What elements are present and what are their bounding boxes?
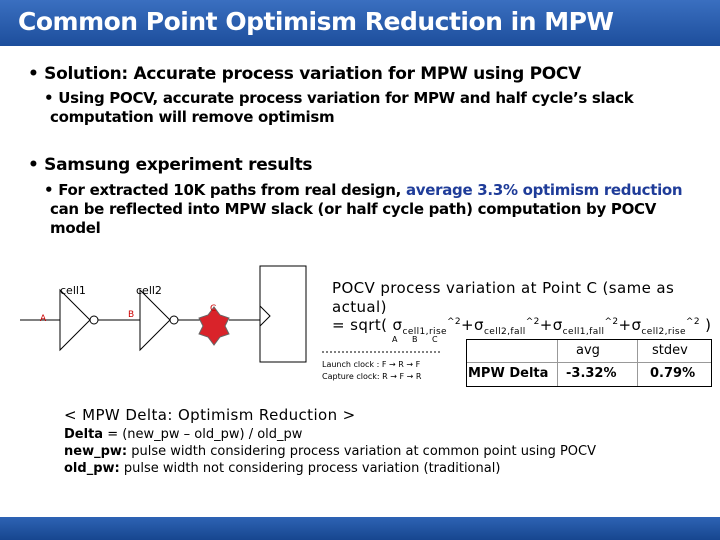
launch-clock-text: Launch clock : F → R → F [322, 360, 421, 369]
table-header-stdev: stdev [652, 343, 688, 358]
point-c-marker-icon [198, 306, 230, 346]
table-row-label: MPW Delta [468, 366, 549, 381]
cell2-label: cell2 [136, 284, 162, 297]
bullet-solution-detail-2: computation will remove optimism [50, 108, 335, 126]
bullet-samsung-detail-2: can be reflected into MPW slack (or half… [50, 200, 657, 218]
pocv-formula: = sqrt( σcell1,rise^2+σcell2,fall^2+σcel… [332, 316, 712, 337]
inverter-bubble-icon [169, 315, 179, 325]
notes-line-3: old_pw: pulse width not considering proc… [64, 461, 501, 476]
bottom-a-label: A [392, 335, 398, 344]
slide-title: Common Point Optimism Reduction in MPW [18, 7, 614, 36]
inverter-bubble-icon [89, 315, 99, 325]
buffer-cell1-icon [59, 288, 91, 352]
flip-flop-icon [259, 265, 307, 363]
pocv-line-2: actual) [332, 298, 387, 316]
table-cell-stdev: 0.79% [650, 366, 696, 381]
bullet-samsung: • Samsung experiment results [28, 155, 313, 175]
result-table [466, 339, 712, 387]
title-bar [0, 0, 720, 46]
notes-line-2: new_pw: pulse width considering process … [64, 444, 596, 459]
bullet-solution: • Solution: Accurate process variation f… [28, 64, 581, 84]
bottom-c-label: C [432, 335, 438, 344]
pocv-line-1: POCV process variation at Point C (same … [332, 279, 675, 297]
table-cell-avg: -3.32% [566, 366, 617, 381]
point-c-label: C [210, 304, 217, 314]
bottom-b-label: B [412, 335, 418, 344]
cell1-label: cell1 [60, 284, 86, 297]
bullet-samsung-detail-1: • For extracted 10K paths from real desi… [44, 181, 683, 199]
point-b-label: B [128, 310, 135, 320]
capture-clock-text: Capture clock: R → F → R [322, 372, 422, 381]
point-a-label: A [40, 314, 47, 324]
notes-heading: < MPW Delta: Optimism Reduction > [64, 406, 356, 424]
notes-line-1: Delta = (new_pw – old_pw) / old_pw [64, 427, 303, 442]
highlight-text: average 3.3% optimism reduction [405, 181, 683, 199]
bullet-samsung-detail-3: model [50, 219, 101, 237]
footer-bar [0, 517, 720, 540]
bullet-solution-detail-1: • Using POCV, accurate process variation… [44, 89, 634, 107]
buffer-cell2-icon [139, 288, 171, 352]
table-header-avg: avg [576, 343, 600, 358]
